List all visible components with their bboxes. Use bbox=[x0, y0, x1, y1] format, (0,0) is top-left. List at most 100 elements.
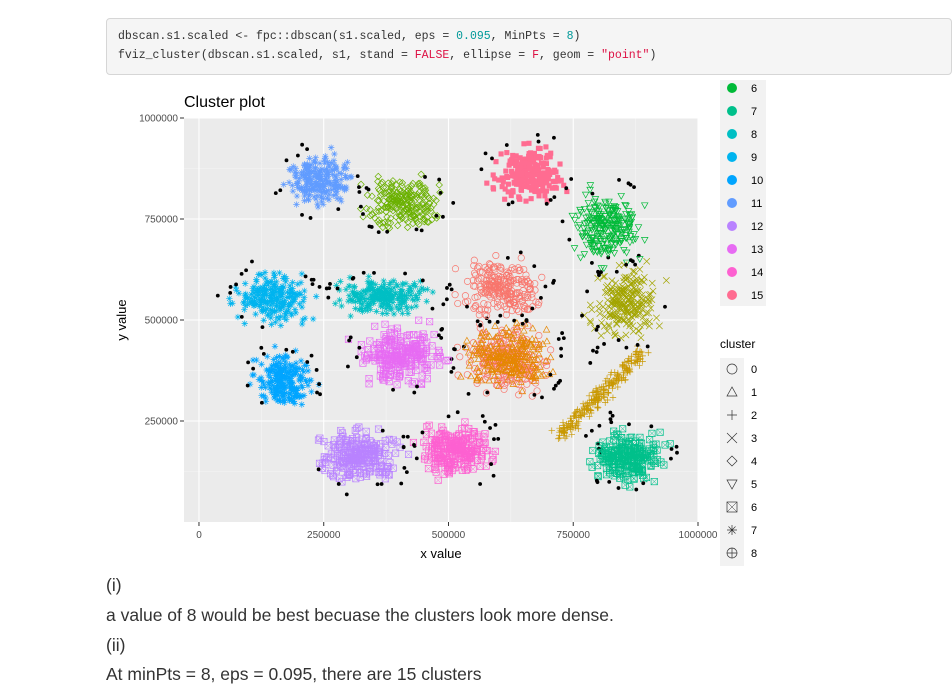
noise-point bbox=[629, 258, 633, 262]
cluster-point bbox=[493, 159, 498, 164]
noise-point bbox=[485, 391, 489, 395]
noise-point bbox=[617, 338, 621, 342]
cluster-point bbox=[503, 168, 508, 173]
cluster-point bbox=[332, 300, 338, 306]
cluster-point bbox=[305, 368, 311, 374]
cluster-point bbox=[550, 179, 555, 184]
noise-point bbox=[465, 305, 469, 309]
noise-point bbox=[488, 426, 492, 430]
noise-point bbox=[595, 350, 599, 354]
noise-point bbox=[663, 305, 667, 309]
noise-point bbox=[507, 202, 511, 206]
cluster-point bbox=[541, 161, 546, 166]
code-stand-value: FALSE bbox=[415, 49, 450, 62]
noise-point bbox=[552, 195, 556, 199]
noise-point bbox=[567, 238, 571, 242]
cluster-point bbox=[521, 160, 526, 165]
cluster-point bbox=[290, 188, 296, 194]
noise-point bbox=[608, 411, 612, 415]
noise-point bbox=[476, 319, 480, 323]
legend-color-swatch bbox=[727, 198, 737, 208]
noise-point bbox=[505, 143, 509, 147]
legend-color-label: 13 bbox=[751, 244, 763, 256]
noise-point bbox=[649, 424, 653, 428]
cluster-point bbox=[544, 189, 549, 194]
noise-point bbox=[315, 368, 319, 372]
answer-ii-text: At minPts = 8, eps = 0.095, there are 15… bbox=[106, 664, 481, 685]
noise-point bbox=[539, 296, 543, 300]
noise-point bbox=[627, 181, 631, 185]
noise-point bbox=[551, 281, 555, 285]
cluster-point bbox=[504, 150, 509, 155]
noise-point bbox=[609, 417, 613, 421]
legend-color-label: 7 bbox=[751, 106, 757, 118]
noise-point bbox=[402, 435, 406, 439]
noise-point bbox=[304, 275, 308, 279]
cluster-point bbox=[506, 189, 511, 194]
code-text: fviz_cluster(dbscan.s1.scaled, s1, stand… bbox=[118, 49, 415, 62]
noise-point bbox=[675, 445, 679, 449]
noise-point bbox=[519, 250, 523, 254]
noise-point bbox=[381, 429, 385, 433]
noise-point bbox=[452, 366, 456, 370]
legend-shape-label: 8 bbox=[751, 548, 757, 560]
noise-point bbox=[506, 256, 510, 260]
noise-point bbox=[557, 381, 561, 385]
cluster-point bbox=[388, 279, 394, 285]
noise-point bbox=[492, 437, 496, 441]
noise-point bbox=[492, 474, 496, 478]
noise-point bbox=[391, 388, 395, 392]
cluster-point bbox=[504, 174, 509, 179]
cluster-point bbox=[322, 167, 328, 173]
noise-point bbox=[420, 228, 424, 232]
noise-point bbox=[345, 493, 349, 497]
noise-point bbox=[496, 437, 500, 441]
cluster-point bbox=[517, 181, 522, 186]
noise-point bbox=[488, 320, 492, 324]
noise-point bbox=[377, 230, 381, 234]
cluster-point bbox=[502, 197, 507, 202]
noise-point bbox=[246, 360, 250, 364]
legend-color-swatch bbox=[727, 244, 737, 254]
cluster-point bbox=[542, 193, 547, 198]
cluster-point bbox=[513, 176, 518, 181]
noise-point bbox=[588, 361, 592, 365]
cluster-point bbox=[519, 172, 524, 177]
noise-point bbox=[450, 287, 454, 291]
noise-point bbox=[284, 348, 288, 352]
legend-color-label: 11 bbox=[751, 198, 762, 210]
legend-color-label: 9 bbox=[751, 152, 757, 164]
noise-point bbox=[300, 143, 304, 147]
cluster-point bbox=[545, 153, 550, 158]
cluster-point bbox=[248, 300, 254, 306]
noise-point bbox=[525, 319, 529, 323]
cluster-point bbox=[491, 185, 496, 190]
noise-point bbox=[615, 270, 619, 274]
answer-i-label: (i) bbox=[106, 575, 122, 596]
noise-point bbox=[564, 186, 568, 190]
noise-point bbox=[439, 191, 443, 195]
noise-point bbox=[490, 157, 494, 161]
noise-point bbox=[641, 481, 645, 485]
noise-point bbox=[336, 287, 340, 291]
y-tick-label: 750000 bbox=[145, 215, 179, 226]
noise-point bbox=[494, 423, 498, 427]
x-tick-label: 250000 bbox=[307, 530, 341, 541]
noise-point bbox=[481, 414, 485, 418]
noise-point bbox=[403, 272, 407, 276]
noise-point bbox=[251, 367, 255, 371]
noise-point bbox=[596, 325, 600, 329]
cluster-point bbox=[312, 158, 318, 164]
noise-point bbox=[402, 445, 406, 449]
cluster-point bbox=[398, 288, 404, 294]
cluster-point bbox=[484, 181, 489, 186]
code-block: dbscan.s1.scaled <- fpc::dbscan(s1.scale… bbox=[106, 18, 952, 75]
x-tick-label: 750000 bbox=[557, 530, 591, 541]
legend-color-swatch bbox=[727, 152, 737, 162]
noise-point bbox=[431, 307, 435, 311]
noise-point bbox=[441, 215, 445, 219]
noise-point bbox=[278, 188, 282, 192]
noise-point bbox=[602, 342, 606, 346]
legend-color-swatch bbox=[727, 221, 737, 231]
cluster-point bbox=[528, 150, 533, 155]
